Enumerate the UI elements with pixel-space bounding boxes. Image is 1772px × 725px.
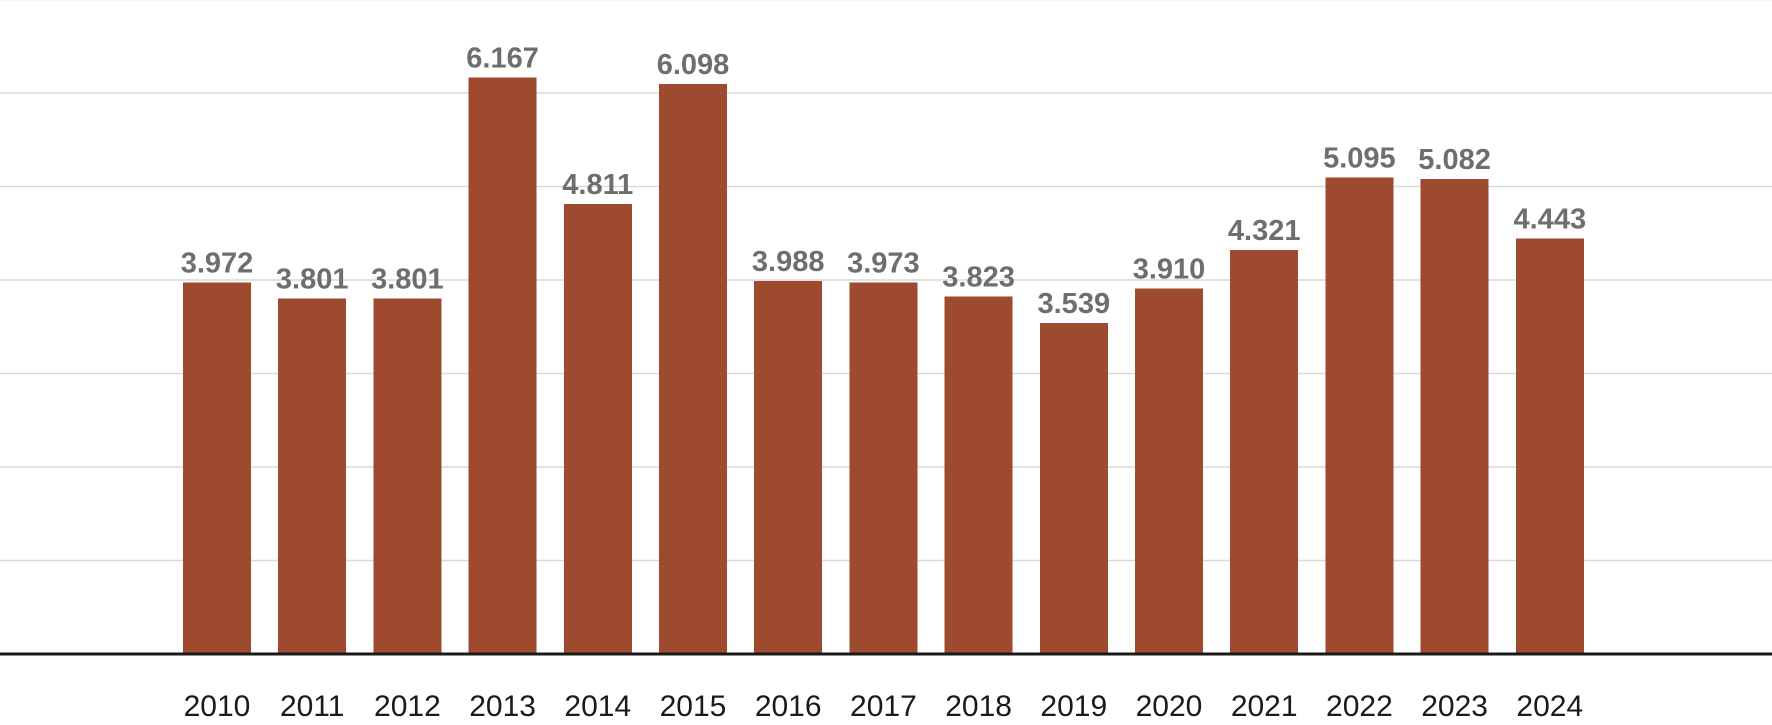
- bar-2015: [659, 83, 727, 655]
- x-tick-label-2017: 2017: [850, 690, 917, 723]
- bar-2016: [754, 281, 823, 654]
- data-label-2010: 3.972: [181, 248, 254, 280]
- x-tick-label-2018: 2018: [945, 690, 1012, 723]
- data-label-2023: 5.082: [1418, 144, 1491, 176]
- bar-2018: [944, 296, 1013, 654]
- data-label-2022: 5.095: [1323, 143, 1396, 175]
- data-label-2016: 3.988: [752, 246, 825, 278]
- x-tick-label-2015: 2015: [660, 690, 727, 723]
- x-tick-label-2013: 2013: [469, 690, 536, 723]
- x-tick-label-2011: 2011: [280, 690, 345, 723]
- data-label-2024: 4.443: [1514, 204, 1587, 236]
- x-tick-label-2021: 2021: [1231, 690, 1298, 723]
- data-label-2019: 3.539: [1038, 288, 1111, 320]
- bar-2024: [1515, 238, 1584, 654]
- x-tick-label-2014: 2014: [564, 690, 631, 723]
- bar-2021: [1230, 249, 1299, 654]
- x-tick-label-2012: 2012: [374, 690, 441, 723]
- data-label-2011: 3.801: [276, 264, 349, 296]
- x-tick-label-2024: 2024: [1516, 690, 1583, 723]
- x-tick-label-2020: 2020: [1136, 690, 1203, 723]
- bar-2022: [1325, 177, 1394, 654]
- x-tick-label-2016: 2016: [755, 690, 822, 723]
- bar-2020: [1135, 288, 1203, 654]
- x-tick-label-2010: 2010: [184, 690, 251, 723]
- bar-2019: [1039, 323, 1108, 654]
- data-label-2015: 6.098: [657, 49, 730, 81]
- bars: [183, 77, 1584, 655]
- x-tick-labels: 2010 2011 2012 2013 2014 2015 2016 2017 2018 2019…: [184, 690, 1584, 723]
- bar-2017: [849, 282, 918, 654]
- data-label-2020: 3.910: [1133, 253, 1206, 285]
- bar-2012: [373, 298, 442, 654]
- bar-2023: [1420, 178, 1489, 654]
- x-tick-label-2019: 2019: [1040, 690, 1107, 723]
- data-label-2021: 4.321: [1228, 215, 1301, 247]
- data-label-2013: 6.167: [466, 42, 539, 74]
- data-label-2014: 4.811: [562, 169, 633, 201]
- x-tick-label-2022: 2022: [1326, 690, 1393, 723]
- bar-2013: [468, 77, 537, 654]
- bar-2010: [183, 282, 251, 654]
- bar-2011: [278, 298, 347, 654]
- bar-2014: [563, 204, 632, 654]
- data-label-2012: 3.801: [371, 264, 444, 296]
- data-label-2017: 3.973: [847, 248, 920, 280]
- data-label-2018: 3.823: [942, 262, 1015, 294]
- value-labels: 3.972 3.801 3.801 6.167 4.811 6.098 3.988 3.973…: [181, 42, 1586, 320]
- x-tick-label-2023: 2023: [1421, 690, 1488, 723]
